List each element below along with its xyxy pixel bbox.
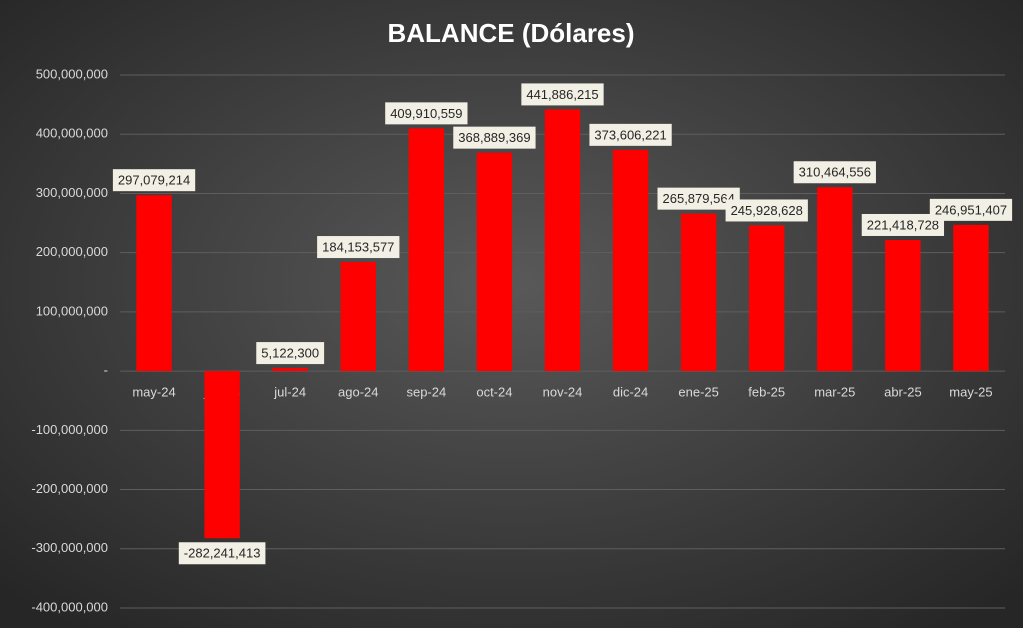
bar xyxy=(408,128,445,372)
bar xyxy=(953,224,989,372)
data-label: 368,889,369 xyxy=(453,126,536,149)
data-label-text: 409,910,559 xyxy=(390,106,462,121)
data-label-box xyxy=(256,342,325,365)
y-tick-label: -100,000,000 xyxy=(31,422,108,437)
data-label-text: 368,889,369 xyxy=(458,130,530,145)
data-label: 409,910,559 xyxy=(385,102,468,125)
y-tick-label: 200,000,000 xyxy=(36,244,108,259)
data-label-box xyxy=(793,161,876,184)
data-label: 184,153,577 xyxy=(317,236,400,259)
data-label-text: 221,418,728 xyxy=(867,217,939,232)
data-label-text: 5,122,300 xyxy=(261,346,319,361)
data-label: 221,418,728 xyxy=(861,213,945,236)
data-label-box xyxy=(385,102,468,125)
bar xyxy=(749,225,785,372)
data-label-text: 373,606,221 xyxy=(594,127,666,142)
grid: -400,000,000-300,000,000-200,000,000-100… xyxy=(31,66,1005,614)
data-label-text: -282,241,413 xyxy=(184,546,261,561)
data-label-box xyxy=(589,123,672,146)
x-tick-label: feb-25 xyxy=(748,385,785,400)
bar xyxy=(885,239,921,372)
chart-title: BALANCE (Dólares) xyxy=(387,18,634,48)
bar xyxy=(612,149,649,372)
bar xyxy=(204,371,240,539)
data-label-text: 245,928,628 xyxy=(731,203,803,218)
x-tick-label: sep-24 xyxy=(406,385,446,400)
data-label-text: 184,153,577 xyxy=(322,239,394,254)
x-tick-label: abr-25 xyxy=(884,385,922,400)
data-label-box xyxy=(112,169,196,192)
y-tick-label: 500,000,000 xyxy=(36,66,108,81)
y-tick-label: -300,000,000 xyxy=(31,540,108,555)
data-label-box xyxy=(317,236,400,259)
labels: 297,079,214 -282,241,413 5,122,300 184,153,… xyxy=(112,83,1013,565)
data-label-text: 310,464,556 xyxy=(799,165,871,180)
data-label: 310,464,556 xyxy=(793,161,876,184)
data-label: -282,241,413 xyxy=(178,542,266,565)
y-tick-label: -400,000,000 xyxy=(31,599,108,614)
data-label: 265,879,564 xyxy=(657,187,740,210)
y-tick-label: 300,000,000 xyxy=(36,185,108,200)
data-label-text: 246,951,407 xyxy=(935,202,1007,217)
data-label: 441,886,215 xyxy=(521,83,604,106)
y-tick-label: - xyxy=(104,363,108,378)
bar xyxy=(544,109,581,372)
x-tick-label: jul-24 xyxy=(273,385,306,400)
bar xyxy=(476,152,513,372)
y-tick-label: 400,000,000 xyxy=(36,126,108,141)
x-tick-label: dic-24 xyxy=(613,385,648,400)
y-tick-label: -200,000,000 xyxy=(31,481,108,496)
bar xyxy=(272,368,308,372)
bar xyxy=(680,213,717,372)
data-label-box xyxy=(178,542,266,565)
x-tick-label: may-24 xyxy=(132,385,175,400)
bars xyxy=(136,109,989,539)
data-label: 245,928,628 xyxy=(725,199,808,222)
x-tick-label: may-25 xyxy=(949,385,992,400)
data-label-text: 265,879,564 xyxy=(663,191,735,206)
data-label-box xyxy=(861,213,945,236)
data-label-box xyxy=(657,187,740,210)
data-label-text: 441,886,215 xyxy=(526,87,598,102)
data-label: 373,606,221 xyxy=(589,123,672,146)
y-tick-label: 100,000,000 xyxy=(36,303,108,318)
x-tick-label: ene-25 xyxy=(678,385,718,400)
data-label-text: 297,079,214 xyxy=(118,173,190,188)
data-label-box xyxy=(521,83,604,106)
data-label-box xyxy=(453,126,536,149)
data-label-box xyxy=(929,198,1013,221)
x-tick-label: oct-24 xyxy=(476,385,512,400)
x-tick-label: nov-24 xyxy=(543,385,583,400)
bar xyxy=(817,187,853,372)
bar xyxy=(340,262,376,372)
data-label: 246,951,407 xyxy=(929,198,1013,221)
x-tick-label: ago-24 xyxy=(338,385,378,400)
bar xyxy=(136,195,172,372)
data-label: 5,122,300 xyxy=(256,342,325,365)
data-label: 297,079,214 xyxy=(112,169,196,192)
x-tick-label: mar-25 xyxy=(814,385,855,400)
data-label-box xyxy=(725,199,808,222)
